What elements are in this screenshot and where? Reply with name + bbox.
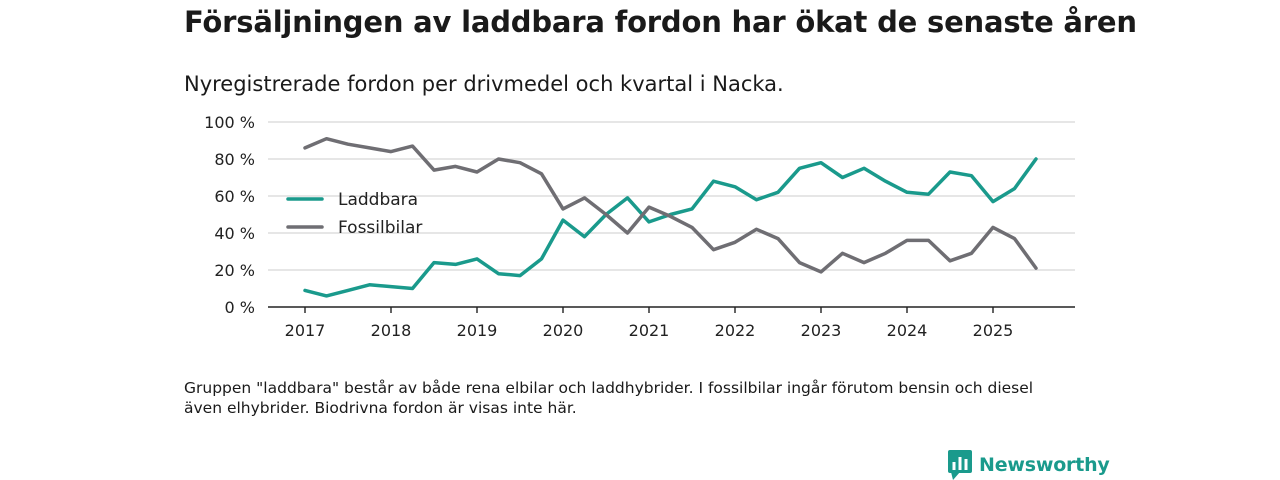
y-axis-ticks: 0 % 20 % 40 % 60 % 80 % 100 %	[204, 113, 255, 317]
y-tick-label: 100 %	[204, 113, 255, 132]
y-tick-label: 60 %	[214, 187, 255, 206]
x-axis: 2017 2018 2019 2020 2021 2022 2023 2024 2025	[268, 306, 1075, 340]
legend: Laddbara Fossilbilar	[286, 190, 422, 238]
x-tick-label: 2019	[457, 321, 498, 340]
y-tick-label: 80 %	[214, 150, 255, 169]
series-line-fossilbilar	[303, 136, 1038, 274]
x-tick-label: 2017	[285, 321, 326, 340]
x-tick-label: 2024	[887, 321, 928, 340]
x-tick-label: 2020	[543, 321, 584, 340]
grid-lines	[268, 121, 1075, 271]
newsworthy-logo-icon	[948, 450, 972, 480]
chart-subtitle: Nyregistrerade fordon per drivmedel och …	[184, 72, 784, 96]
chart-title: Försäljningen av laddbara fordon har öka…	[184, 5, 1137, 39]
x-tick-label: 2018	[371, 321, 412, 340]
y-tick-label: 20 %	[214, 261, 255, 280]
series-lines	[303, 136, 1038, 298]
x-tick-label: 2025	[973, 321, 1014, 340]
x-tick-label: 2022	[715, 321, 756, 340]
footnote: Gruppen "laddbara" består av både rena e…	[184, 379, 1034, 417]
y-tick-label: 0 %	[225, 298, 255, 317]
x-tick-label: 2023	[801, 321, 842, 340]
y-tick-label: 40 %	[214, 224, 255, 243]
legend-label-laddbara: Laddbara	[338, 190, 418, 210]
x-tick-label: 2021	[629, 321, 670, 340]
legend-label-fossilbilar: Fossilbilar	[338, 218, 422, 238]
line-chart: 0 % 20 % 40 % 60 % 80 % 100 % 2017 2018 2019 202…	[204, 113, 1075, 340]
brand-name: Newsworthy	[979, 454, 1110, 476]
brand-logo: Newsworthy	[948, 450, 1110, 480]
